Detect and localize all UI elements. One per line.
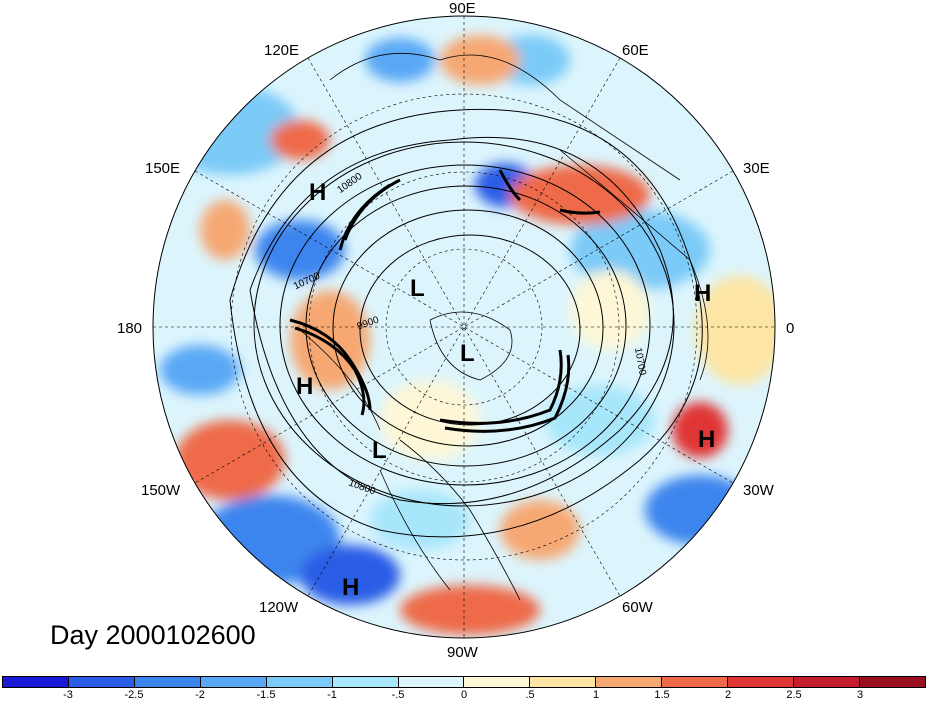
lon-label-90e: 90E [449,0,476,17]
jet-contours [289,169,601,433]
colorbar-tick-label: .5 [525,689,535,701]
low-pressure-marker: L [372,437,387,464]
colorbar-swatch [596,677,663,687]
graticule [153,16,775,638]
colorbar-tick-label: -2.5 [124,689,144,701]
colorbar-tick-label: 0 [460,689,468,701]
colorbar-swatch [200,677,267,687]
colorbar-swatch [859,677,925,687]
lon-label-150e: 150E [145,160,181,177]
lon-label-120w: 120W [259,599,299,616]
colorbar-swatch [464,677,531,687]
high-pressure-marker: H [342,574,360,601]
height-contours [229,108,703,538]
colorbar-swatch [398,677,465,687]
lon-label-120e: 120E [264,42,300,59]
colorbar-tick-label: -2 [195,689,205,701]
lon-label-0: 0 [786,320,795,337]
lon-label-60e: 60E [622,42,649,59]
colorbar-tick-label: 1 [592,689,600,701]
colorbar-tick-label: 3 [856,689,864,701]
map-boundary [152,15,776,639]
lon-label-90w: 90W [447,644,478,661]
colorbar-swatch [134,677,201,687]
high-pressure-marker: H [296,373,314,400]
colorbar-tick-label: -1.5 [256,689,276,701]
colorbar-swatch [266,677,333,687]
anomaly-field [153,16,775,638]
colorbar-swatch [68,677,135,687]
colorbar-tick-label: 2 [724,689,732,701]
colorbar-swatch [794,677,860,687]
lon-label-150w: 150W [141,482,181,499]
colorbar-swatch [3,677,69,687]
colorbar-tick-label: 2.5 [786,689,802,701]
low-pressure-marker: L [460,340,475,367]
lon-label-180: 180 [117,320,143,337]
high-pressure-marker: H [694,280,712,307]
colorbar-swatch [530,677,597,687]
colorbar-swatch [662,677,729,687]
lon-label-30w: 30W [743,482,774,499]
high-pressure-marker: H [698,426,716,453]
colorbar-swatch [332,677,399,687]
colorbar-tick-label: -.5 [391,689,405,701]
lon-label-60w: 60W [622,599,653,616]
day-title: Day 2000102600 [50,620,256,650]
colorbar-tick-label: -1 [327,689,337,701]
colorbar-swatch [728,677,795,687]
low-pressure-marker: L [410,275,425,302]
colorbar-tick-label: -3 [63,689,73,701]
colorbar-tick-label: 1.5 [654,689,670,701]
lon-label-30e: 30E [743,160,770,177]
high-pressure-marker: H [309,179,327,206]
colorbar [2,676,926,688]
